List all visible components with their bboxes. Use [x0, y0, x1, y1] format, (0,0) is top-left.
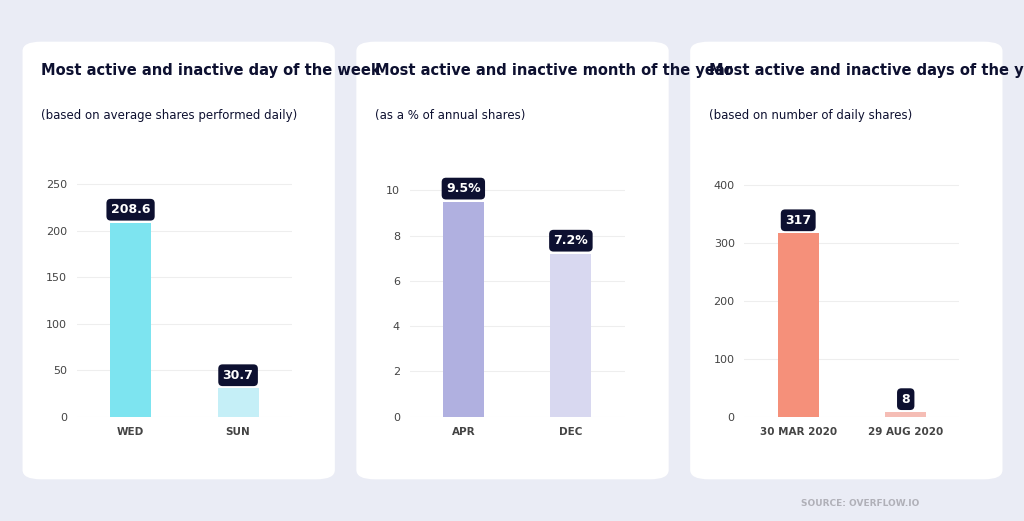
Text: 30.7: 30.7 [222, 369, 254, 382]
Bar [551, 254, 591, 417]
Text: 8: 8 [901, 393, 910, 406]
Bar [218, 388, 258, 417]
Text: 9.5%: 9.5% [446, 182, 480, 195]
Text: (based on average shares performed daily): (based on average shares performed daily… [41, 109, 297, 122]
Text: Most active and inactive month of the year: Most active and inactive month of the ye… [375, 63, 732, 78]
Text: 7.2%: 7.2% [554, 234, 588, 247]
Bar [111, 223, 151, 417]
Bar [886, 412, 926, 417]
Text: (as a % of annual shares): (as a % of annual shares) [375, 109, 525, 122]
Text: Most active and inactive day of the week: Most active and inactive day of the week [41, 63, 381, 78]
Text: Most active and inactive days of the year: Most active and inactive days of the yea… [709, 63, 1024, 78]
Text: SOURCE: OVERFLOW.IO: SOURCE: OVERFLOW.IO [801, 499, 920, 508]
Text: (based on number of daily shares): (based on number of daily shares) [709, 109, 911, 122]
Bar [443, 202, 483, 417]
Text: 317: 317 [785, 214, 811, 227]
Text: 208.6: 208.6 [111, 203, 151, 216]
Bar [778, 233, 818, 417]
